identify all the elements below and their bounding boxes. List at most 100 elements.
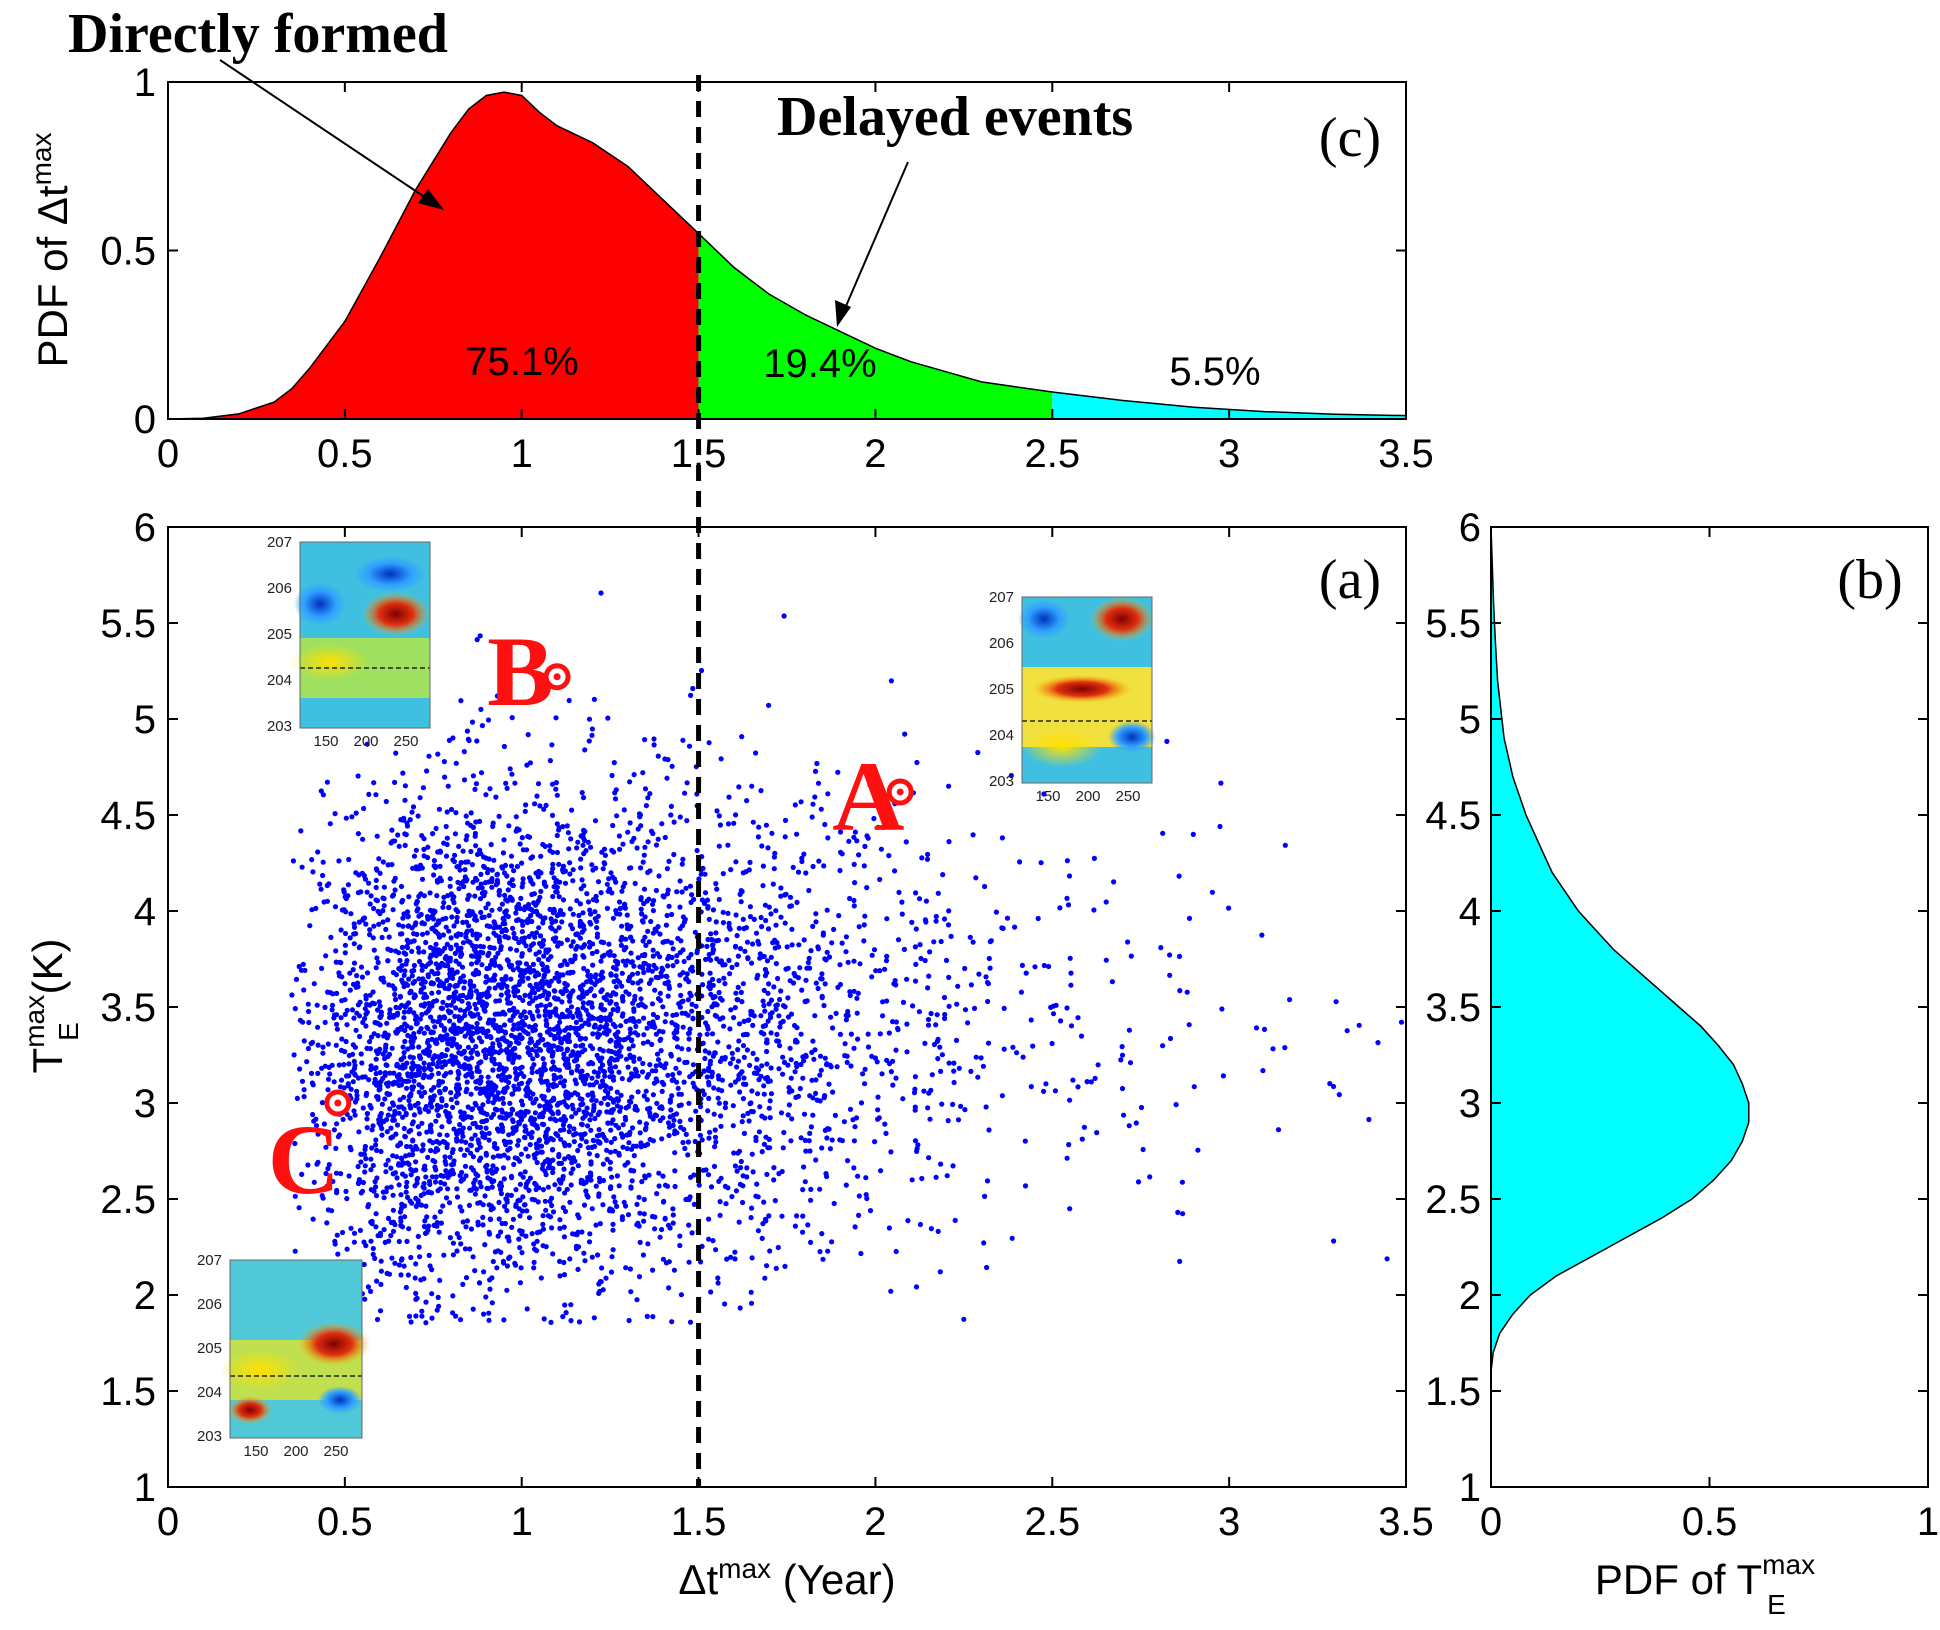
scatter-point (688, 899, 694, 906)
scatter-point (315, 1131, 321, 1137)
scatter-point (1088, 1079, 1094, 1085)
scatter-point (598, 1100, 604, 1106)
scatter-point (536, 1137, 543, 1143)
scatter-point (728, 867, 734, 873)
scatter-point (467, 1125, 473, 1131)
scatter-point (570, 939, 576, 945)
scatter-point (486, 1229, 492, 1235)
scatter-point (756, 1077, 762, 1083)
scatter-point (495, 950, 501, 957)
scatter-point (775, 1244, 781, 1251)
scatter-point (514, 1009, 520, 1015)
scatter-point (631, 835, 637, 842)
scatter-point (560, 1176, 566, 1182)
scatter-point (416, 1244, 422, 1250)
scatter-point (884, 916, 890, 922)
scatter-point (883, 958, 890, 964)
scatter-point (968, 982, 975, 988)
scatter-point (719, 1055, 725, 1061)
scatter-point (637, 1130, 643, 1136)
scatter-point (474, 1029, 480, 1035)
scatter-point (354, 1096, 360, 1102)
scatter-point (547, 758, 554, 764)
scatter-point (737, 1089, 743, 1095)
scatter-point (339, 974, 345, 980)
scatter-point (589, 1075, 595, 1081)
scatter-point (409, 1200, 415, 1206)
scatter-point (786, 1102, 793, 1108)
scatter-point (855, 1036, 861, 1042)
scatter-point (1017, 859, 1023, 865)
scatter-point (778, 893, 784, 899)
scatter-point (458, 1138, 464, 1144)
scatter-point (468, 1142, 474, 1149)
scatter-point (614, 1173, 621, 1179)
scatter-point (734, 933, 740, 939)
scatter-point (481, 1269, 487, 1275)
scatter-point (492, 1097, 498, 1103)
scatter-point (779, 1168, 785, 1175)
scatter-point (347, 987, 353, 993)
scatter-point (495, 1233, 501, 1239)
scatter-point (530, 941, 537, 947)
scatter-point (513, 1202, 519, 1208)
scatter-point (749, 960, 755, 966)
scatter-point (597, 1179, 603, 1185)
scatter-point (450, 1310, 456, 1316)
scatter-point (787, 1045, 793, 1051)
scatter-point (642, 786, 649, 792)
scatter-point (1128, 953, 1134, 959)
scatter-point (307, 923, 313, 929)
scatter-point (575, 1266, 581, 1272)
scatter-point (913, 890, 919, 896)
scatter-point (477, 1200, 483, 1206)
scatter-point (539, 962, 546, 968)
scatter-point (419, 865, 425, 871)
scatter-point (533, 995, 539, 1001)
scatter-point (630, 1043, 636, 1049)
scatter-point (454, 1088, 461, 1094)
scatter-point (726, 920, 732, 927)
scatter-point (527, 1142, 533, 1148)
scatter-point (382, 1096, 388, 1102)
scatter-point (583, 1139, 589, 1145)
scatter-point (534, 1003, 541, 1010)
scatter-point (1041, 791, 1047, 797)
scatter-point (928, 1010, 934, 1017)
scatter-point (704, 943, 710, 950)
scatter-point (714, 886, 720, 892)
scatter-point (623, 1018, 629, 1024)
scatter-point (762, 1115, 768, 1121)
scatter-point (345, 893, 351, 899)
scatter-point (772, 1198, 778, 1204)
scatter-point (836, 913, 842, 919)
scatter-point (399, 931, 405, 937)
scatter-point (424, 930, 430, 936)
scatter-point (590, 867, 596, 873)
scatter-point (540, 937, 547, 944)
scatter-point (383, 1062, 389, 1068)
scatter-point (565, 1013, 571, 1020)
scatter-point (604, 881, 610, 887)
scatter-point (567, 860, 573, 866)
scatter-point (685, 1012, 691, 1018)
scatter-point (390, 1153, 396, 1159)
scatter-point (946, 839, 952, 845)
scatter-point (687, 990, 693, 996)
scatter-point (755, 1194, 761, 1200)
scatter-point (543, 1135, 549, 1141)
scatter-point (1075, 1015, 1081, 1021)
scatter-point (704, 1023, 710, 1029)
scatter-point (803, 999, 809, 1005)
scatter-point (764, 1048, 770, 1055)
scatter-point (705, 1172, 712, 1178)
scatter-point (888, 678, 895, 684)
scatter-point (613, 908, 619, 914)
scatter-point (351, 960, 358, 966)
scatter-point (544, 979, 550, 985)
scatter-point (670, 1206, 676, 1212)
scatter-point (890, 1082, 896, 1088)
scatter-point (775, 1038, 782, 1044)
scatter-point (373, 1065, 379, 1071)
scatter-point (457, 1317, 464, 1323)
